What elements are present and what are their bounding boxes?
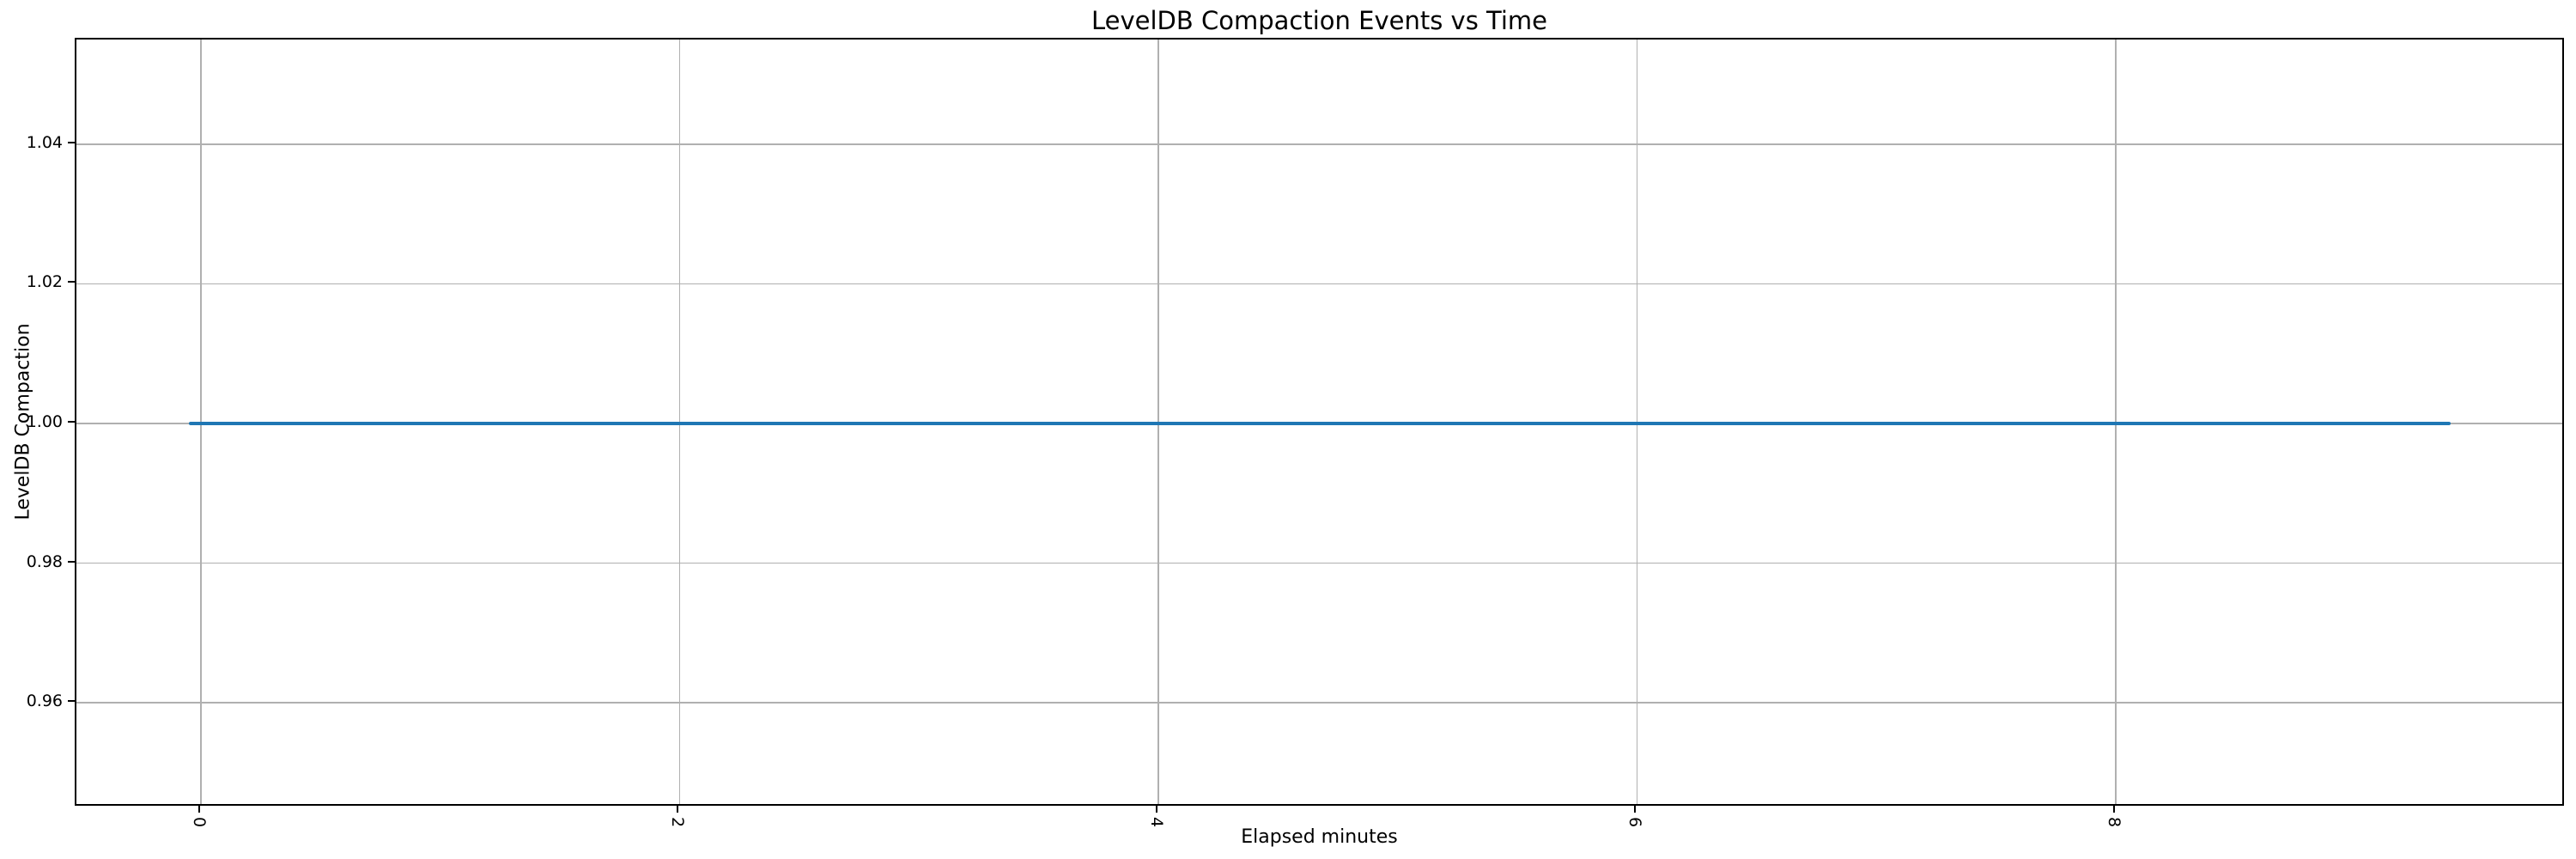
y-tick-label: 0.96	[26, 691, 63, 711]
y-tick-label: 1.00	[26, 412, 63, 431]
x-grid-line	[200, 40, 202, 804]
x-tick-label: 0	[189, 816, 209, 828]
y-grid-line	[76, 283, 2562, 285]
x-tick-label: 4	[1146, 816, 1166, 828]
y-tick-label: 1.02	[26, 272, 63, 292]
chart-title: LevelDB Compaction Events vs Time	[1091, 6, 1547, 35]
x-grid-line	[1157, 40, 1159, 804]
y-grid-line	[76, 702, 2562, 704]
y-tick-mark	[68, 560, 75, 563]
x-tick-label: 6	[1625, 816, 1645, 828]
y-tick-mark	[68, 421, 75, 423]
y-tick-mark	[68, 700, 75, 703]
y-grid-line	[76, 562, 2562, 564]
plot-area	[75, 38, 2564, 806]
x-tick-label: 8	[2104, 816, 2123, 828]
y-tick-label: 0.98	[26, 551, 63, 571]
data-line	[189, 422, 2451, 425]
y-tick-mark	[68, 281, 75, 283]
x-tick-label: 2	[668, 816, 688, 828]
x-tick-mark	[1634, 806, 1637, 813]
x-axis-label: Elapsed minutes	[1241, 826, 1398, 848]
x-tick-mark	[2112, 806, 2115, 813]
x-tick-mark	[197, 806, 200, 813]
x-tick-mark	[1155, 806, 1157, 813]
y-tick-mark	[68, 141, 75, 143]
x-grid-line	[1636, 40, 1638, 804]
x-grid-line	[678, 40, 681, 804]
x-grid-line	[2115, 40, 2117, 804]
y-tick-label: 1.04	[26, 132, 63, 152]
y-grid-line	[76, 143, 2562, 145]
x-tick-mark	[677, 806, 679, 813]
